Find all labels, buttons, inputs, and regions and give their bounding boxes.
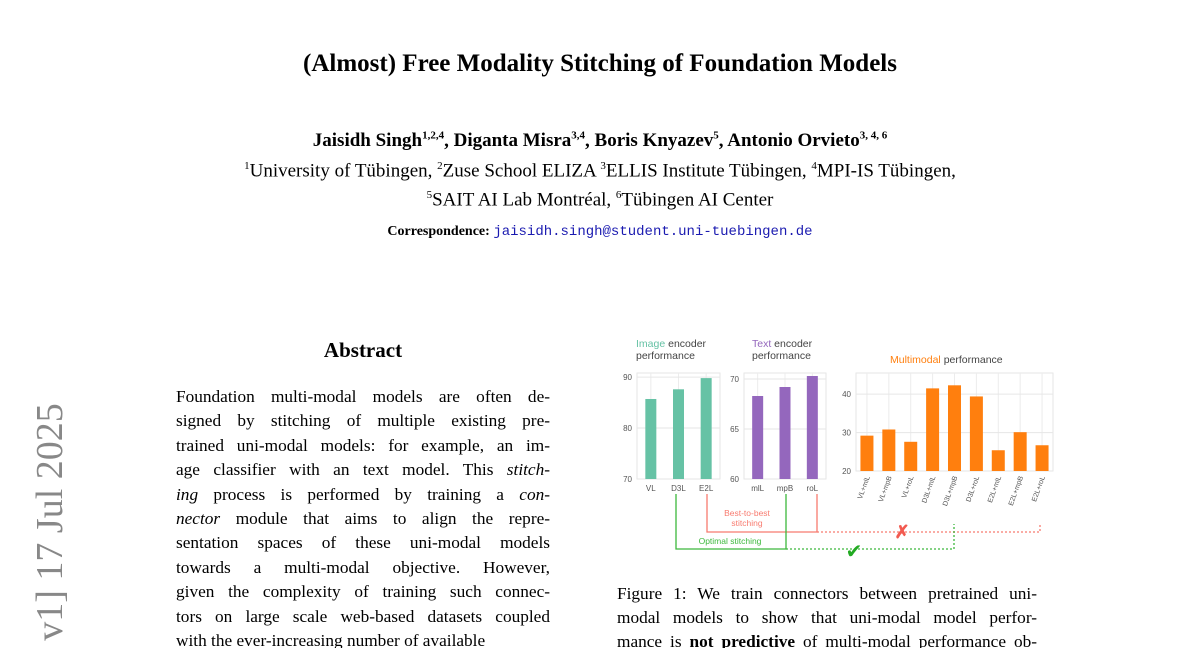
- y-tick-label: 40: [842, 390, 851, 399]
- chart-title: Image encoder: [636, 338, 707, 350]
- caption-line: mance is not predictive of multi-modal p…: [617, 632, 1038, 648]
- correspondence: Correspondence: jaisidh.singh@student.un…: [387, 224, 813, 240]
- abstract-line: towards a multi-modal objective. However…: [176, 557, 550, 577]
- x-tick-label: E2L+mlL: [987, 475, 1003, 504]
- bar: [882, 429, 896, 471]
- x-tick-label: E2L+mpB: [1008, 475, 1025, 507]
- author: Boris Knyazev5: [594, 130, 719, 152]
- y-tick-label: 70: [623, 475, 632, 484]
- x-tick-label: VL+mlL: [857, 475, 872, 500]
- figure-caption: Figure 1: We train connectors between pr…: [617, 582, 1037, 648]
- abstract-line: with the ever-increasing number of avail…: [176, 630, 486, 648]
- best-to-best-connector: [706, 494, 818, 533]
- bar: [673, 389, 684, 479]
- x-tick-label: D3L+roL: [965, 475, 981, 503]
- optimal-label: Optimal stitching: [699, 536, 762, 546]
- x-tick-label: VL+roL: [901, 475, 915, 499]
- y-tick-label: 70: [730, 375, 739, 384]
- chart-title: Multimodal performance: [890, 354, 1003, 366]
- x-tick-label: VL: [646, 484, 656, 493]
- bar: [1013, 432, 1027, 471]
- abstract-line: sentation spaces of these uni-modal mode…: [176, 533, 550, 553]
- chart-title: Text encoder: [752, 338, 813, 350]
- y-tick-label: 90: [623, 373, 632, 382]
- bar: [991, 450, 1005, 471]
- caption-line: Figure 1: We train connectors between pr…: [617, 584, 1037, 603]
- x-tick-label: D3L: [671, 484, 686, 493]
- abstract-line: tors on large scale web-based datasets c…: [176, 606, 550, 626]
- bar: [860, 435, 874, 471]
- optimal-connector: [675, 494, 787, 550]
- x-tick-label: VL+mpB: [878, 475, 894, 503]
- x-tick-label: mpB: [777, 484, 793, 493]
- cross-icon: ✗: [894, 522, 909, 542]
- x-tick-label: E2L: [699, 484, 714, 493]
- author: Jaisidh Singh1,2,4: [312, 130, 445, 152]
- bar: [752, 396, 764, 479]
- abstract-line: given the complexity of training such co…: [176, 582, 550, 602]
- y-tick-label: 60: [730, 475, 739, 484]
- bar: [645, 398, 657, 479]
- best-to-best-dotted-line: [817, 524, 1041, 533]
- abstract-body: Foundation multi-modal models are often …: [176, 385, 550, 648]
- bar: [700, 378, 712, 479]
- abstract-line: signed by stitching of multiple existing…: [176, 411, 550, 431]
- chart-title-line2: performance: [752, 350, 811, 362]
- paper-title: (Almost) Free Modality Stitching of Foun…: [303, 50, 897, 77]
- x-tick-label: D3L+mpB: [942, 475, 959, 507]
- check-icon: ✔: [846, 541, 863, 563]
- x-tick-label: roL: [807, 484, 819, 493]
- x-tick-label: D3L+mlL: [921, 475, 937, 504]
- bar: [779, 387, 791, 479]
- email-link[interactable]: jaisidh.singh@student.uni-tuebingen.de: [493, 224, 813, 240]
- author: Antonio Orvieto3, 4, 6: [727, 130, 888, 152]
- x-tick-label: E2L+roL: [1031, 475, 1047, 503]
- best-to-best-label: stitching: [731, 518, 762, 528]
- y-tick-label: 65: [730, 425, 739, 434]
- arxiv-stamp: v1] 17 Jul 2025: [29, 403, 71, 641]
- optimal-dotted-line: [786, 524, 955, 550]
- affiliations-line-1: 1University of Tübingen, 2Zuse School EL…: [244, 160, 956, 182]
- abstract-line: nector module that aims to align the rep…: [176, 508, 550, 528]
- affiliations-line-2: 5SAIT AI Lab Montréal, 6Tübingen AI Cent…: [426, 189, 774, 211]
- bar: [926, 388, 940, 471]
- bar: [806, 376, 818, 479]
- y-tick-label: 20: [842, 467, 851, 476]
- author-list: Jaisidh Singh1,2,4, Diganta Misra3,4, Bo…: [312, 130, 888, 152]
- abstract-heading: Abstract: [323, 338, 403, 362]
- bar: [1035, 445, 1049, 471]
- bar: [969, 396, 983, 471]
- author: Diganta Misra3,4: [453, 130, 586, 152]
- abstract-line: age classifier with an text model. This …: [176, 460, 550, 480]
- chart-title-line2: performance: [636, 350, 695, 362]
- bar: [904, 441, 918, 471]
- abstract-line: ing process is performed by training a c…: [176, 484, 550, 504]
- bar: [948, 385, 961, 471]
- y-tick-label: 80: [623, 424, 632, 433]
- abstract-line: trained uni-modal models: for example, a…: [176, 435, 550, 455]
- best-to-best-label: Best-to-best: [724, 508, 770, 518]
- caption-line: modal models to show that uni-modal mode…: [617, 608, 1037, 627]
- abstract-line: Foundation multi-modal models are often …: [176, 387, 550, 406]
- x-tick-label: mlL: [751, 484, 764, 493]
- y-tick-label: 30: [842, 429, 851, 438]
